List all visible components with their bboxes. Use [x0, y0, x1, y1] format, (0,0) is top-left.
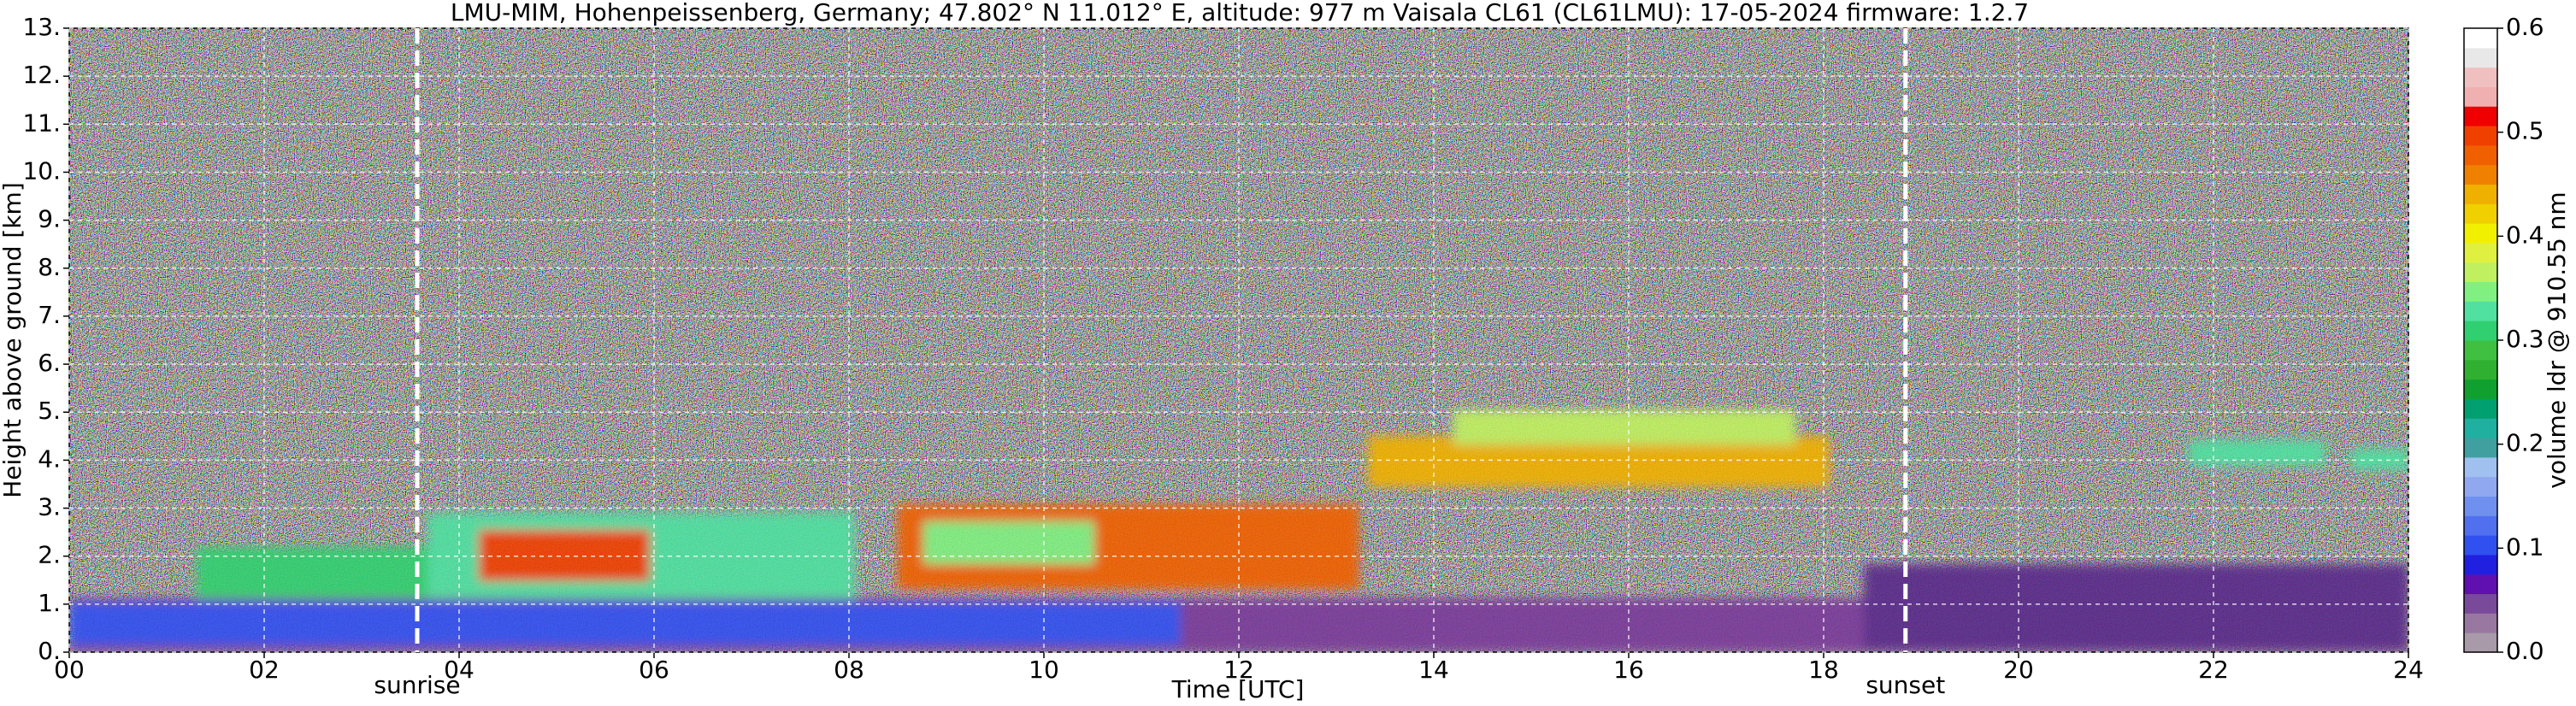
y-tick-label: 0. — [38, 637, 61, 665]
colorbar-swatch — [2464, 281, 2497, 302]
x-axis-label: Time [UTC] — [1171, 675, 1305, 703]
colorbar-swatch — [2464, 67, 2497, 87]
colorbar-swatch — [2464, 106, 2497, 126]
colorbar-swatch — [2464, 438, 2497, 458]
colorbar-tick-label: 0.2 — [2506, 429, 2544, 457]
colorbar-swatch — [2464, 28, 2497, 49]
colorbar-swatch — [2464, 476, 2497, 497]
colorbar-swatch — [2464, 418, 2497, 438]
y-tick-label: 6. — [38, 349, 61, 377]
lidar-image — [69, 28, 2408, 652]
x-tick-label: 22 — [2198, 656, 2229, 684]
colorbar-swatch — [2464, 515, 2497, 536]
colorbar-swatch — [2464, 359, 2497, 380]
colorbar-swatch — [2464, 340, 2497, 361]
colorbar-swatch — [2464, 262, 2497, 283]
colorbar-swatch — [2464, 574, 2497, 595]
x-tick-label: 04 — [444, 656, 475, 684]
x-tick-label: 10 — [1029, 656, 1059, 684]
colorbar-swatch — [2464, 144, 2497, 166]
chart-title: LMU-MIM, Hohenpeissenberg, Germany; 47.8… — [451, 0, 2029, 26]
annotation-label: sunrise — [374, 671, 460, 699]
colorbar-swatch — [2464, 613, 2497, 633]
colorbar-swatch — [2464, 242, 2497, 263]
x-tick-label: 24 — [2393, 656, 2424, 684]
colorbar-tick-label: 0.0 — [2506, 637, 2544, 665]
colorbar-swatch — [2464, 554, 2497, 575]
y-tick-label: 9. — [38, 205, 61, 233]
y-tick-label: 5. — [38, 397, 61, 425]
y-tick-label: 11. — [22, 109, 61, 137]
y-tick-label: 12. — [22, 61, 61, 89]
x-tick-label: 18 — [1808, 656, 1839, 684]
x-tick-label: 20 — [2003, 656, 2034, 684]
colorbar-swatch — [2464, 203, 2497, 224]
colorbar-swatch — [2464, 632, 2497, 653]
colorbar-swatch — [2464, 496, 2497, 516]
colorbar-swatch — [2464, 223, 2497, 244]
x-tick-label: 00 — [54, 656, 85, 684]
colorbar-tick-label: 0.1 — [2506, 532, 2544, 561]
x-tick-label: 02 — [249, 656, 280, 684]
colorbar-label: volume ldr @ 910.55 nm — [2543, 191, 2571, 488]
colorbar-swatch — [2464, 321, 2497, 341]
y-tick-label: 7. — [38, 301, 61, 329]
x-tick-label: 08 — [834, 656, 864, 684]
y-tick-label: 4. — [38, 444, 61, 473]
colorbar-swatch — [2464, 301, 2497, 321]
y-tick-label: 1. — [38, 589, 61, 617]
colorbar-tick-label: 0.5 — [2506, 117, 2544, 145]
colorbar-swatch — [2464, 398, 2497, 419]
colorbar-swatch — [2464, 379, 2497, 399]
annotation-label: sunset — [1866, 671, 1945, 699]
x-tick-label: 14 — [1418, 656, 1449, 684]
colorbar-swatch — [2464, 593, 2497, 614]
y-tick-label: 3. — [38, 493, 61, 521]
colorbar-tick-label: 0.3 — [2506, 325, 2544, 353]
colorbar-swatch — [2464, 184, 2497, 204]
y-tick-label: 13. — [22, 13, 61, 41]
y-tick-label: 10. — [22, 156, 61, 185]
y-axis-label: Height above ground [km] — [0, 182, 27, 498]
colorbar-swatch — [2464, 126, 2497, 146]
x-tick-label: 16 — [1613, 656, 1644, 684]
x-tick-label: 06 — [639, 656, 669, 684]
colorbar-swatch — [2464, 164, 2497, 185]
y-tick-label: 8. — [38, 253, 61, 281]
colorbar-swatch — [2464, 535, 2497, 556]
y-tick-label: 2. — [38, 541, 61, 569]
colorbar-tick-label: 0.4 — [2506, 221, 2544, 249]
x-tick-label: 12 — [1223, 656, 1254, 684]
colorbar-swatch — [2464, 47, 2497, 68]
colorbar-swatch — [2464, 86, 2497, 107]
colorbar-swatch — [2464, 456, 2497, 478]
colorbar-tick-label: 0.6 — [2506, 13, 2544, 41]
